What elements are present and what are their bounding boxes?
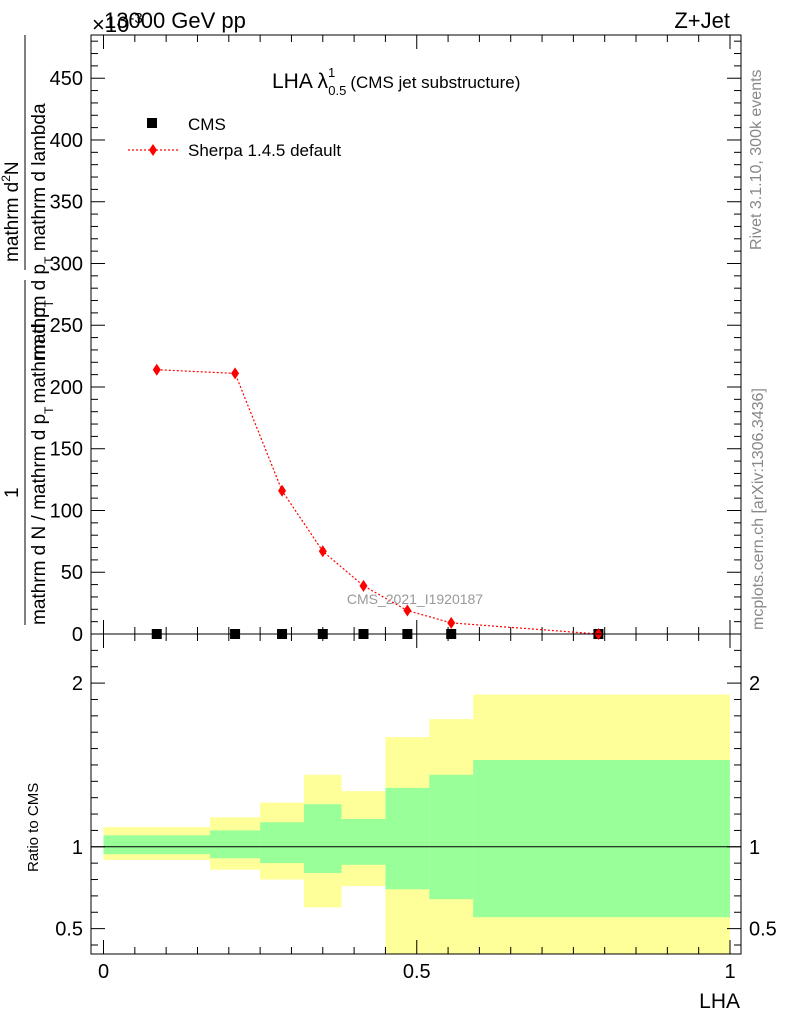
main-ytick-label-4: 200 bbox=[50, 377, 83, 399]
process-label: Z+Jet bbox=[674, 8, 730, 33]
sherpa-point-0 bbox=[152, 363, 161, 376]
watermark: CMS_2021_I1920187 bbox=[347, 591, 483, 607]
legend-cms-label: CMS bbox=[188, 115, 226, 134]
ratio-panel: 0.5 0.5 1 1 2 2 0 0.5 1 bbox=[55, 633, 777, 983]
x-axis-label: LHA bbox=[699, 990, 740, 1013]
legend: CMS Sherpa 1.4.5 default bbox=[128, 115, 341, 160]
sherpa-point-4 bbox=[359, 579, 368, 592]
main-ytick-label-7: 350 bbox=[50, 192, 83, 214]
exponent-label: ×10-3 bbox=[92, 10, 143, 37]
ratio-ytick-label-right-1: 1 bbox=[749, 837, 760, 859]
energy-label: 13000 GeV pp bbox=[104, 8, 246, 33]
mcplots-label: mcplots.cern.ch [arXiv:1306.3436] bbox=[750, 388, 767, 630]
xtick-label-0: 0 bbox=[98, 961, 109, 983]
ratio-band-inner-6 bbox=[429, 774, 474, 900]
ratio-ytick-label-left-1: 1 bbox=[72, 837, 83, 859]
ratio-band-inner-3 bbox=[303, 804, 342, 873]
xtick-label-2: 1 bbox=[724, 961, 735, 983]
ratio-y-label: Ratio to CMS bbox=[25, 783, 42, 872]
main-ytick-label-2: 100 bbox=[50, 500, 83, 522]
sherpa-point-5 bbox=[403, 604, 412, 617]
ratio-band-inner-0 bbox=[103, 835, 211, 855]
main-panel: 0 50 100 150 200 250 300 350 400 450 bbox=[50, 34, 742, 646]
ratio-ytick-label-right-2: 2 bbox=[749, 673, 760, 695]
main-ytick-label-1: 50 bbox=[61, 562, 83, 584]
plot-title: LHA λ1 0.5 (CMS jet substructure) bbox=[272, 65, 520, 98]
ratio-band-inner-4 bbox=[341, 818, 386, 865]
sherpa-line bbox=[156, 369, 599, 635]
sherpa-point-1 bbox=[231, 367, 240, 380]
ratio-frame bbox=[90, 633, 742, 955]
ratio-ytick-label-right-0: 0.5 bbox=[749, 919, 777, 941]
main-ytick-label-3: 150 bbox=[50, 439, 83, 461]
ratio-band-inner-5 bbox=[385, 787, 430, 890]
ratio-ytick-label-left-2: 2 bbox=[72, 673, 83, 695]
ratio-band-inner-2 bbox=[260, 822, 304, 864]
main-ytick-label-0: 0 bbox=[72, 624, 83, 646]
legend-cms-marker bbox=[147, 118, 157, 128]
sherpa-point-6 bbox=[447, 616, 456, 629]
ratio-band-inner-7 bbox=[473, 760, 730, 918]
main-ytick-label-9: 450 bbox=[50, 68, 83, 90]
y-label-top-denom: mathrm d pT mathrm d lambda bbox=[29, 103, 56, 360]
sherpa-point-3 bbox=[318, 545, 327, 558]
main-ytick-label-5: 250 bbox=[50, 315, 83, 337]
xtick-label-1: 0.5 bbox=[403, 961, 431, 983]
rivet-label: Rivet 3.1.10, 300k events bbox=[748, 69, 765, 250]
main-ytick-label-8: 400 bbox=[50, 130, 83, 152]
sherpa-point-2 bbox=[278, 484, 287, 497]
legend-sherpa-marker bbox=[149, 144, 157, 156]
main-ytick-label-6: 300 bbox=[50, 253, 83, 275]
y-axis-label: mathrm d2N mathrm d pT mathrm d lambda 1… bbox=[0, 35, 56, 625]
ratio-ytick-label-left-0: 0.5 bbox=[55, 919, 83, 941]
y-label-bottom: mathrm d N / mathrm d pTmathrm d pT bbox=[29, 299, 56, 625]
ratio-band-inner-1 bbox=[210, 830, 261, 859]
ratio-bands-layer bbox=[103, 694, 730, 954]
y-label-one: 1 bbox=[2, 487, 23, 498]
y-label-top-numer: mathrm d2N bbox=[0, 161, 23, 262]
legend-sherpa-label: Sherpa 1.4.5 default bbox=[188, 141, 341, 160]
